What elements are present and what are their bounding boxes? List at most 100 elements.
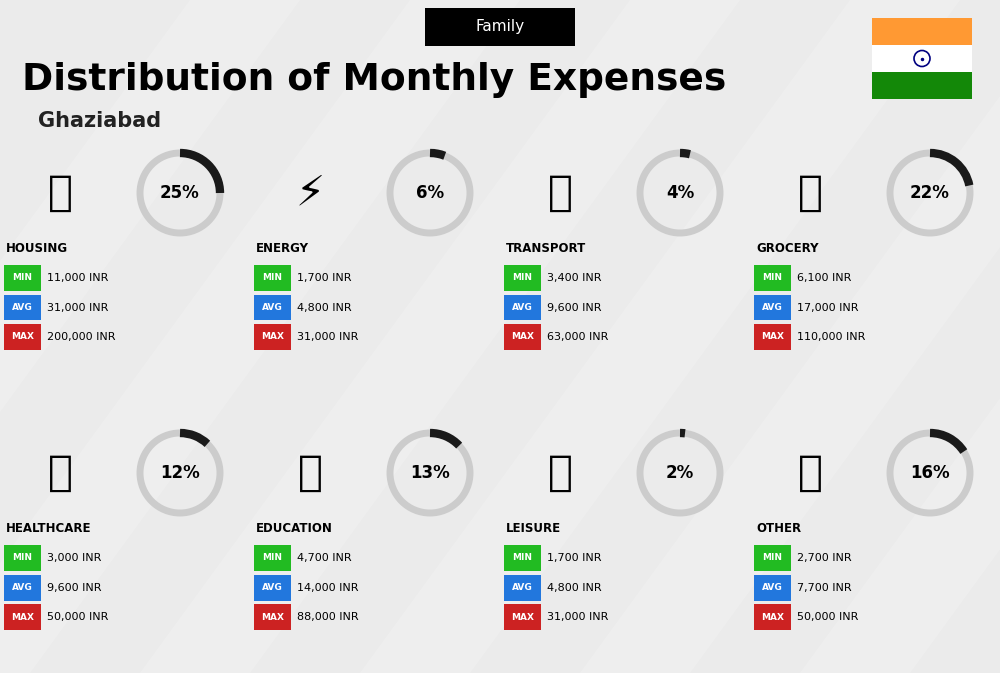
Text: 88,000 INR: 88,000 INR [297,612,359,622]
Text: MIN: MIN [262,553,283,563]
Text: MAX: MAX [511,332,534,341]
FancyBboxPatch shape [754,545,791,571]
Text: AVG: AVG [512,583,533,592]
Polygon shape [580,0,1000,673]
Text: 9,600 INR: 9,600 INR [47,583,102,592]
Text: 50,000 INR: 50,000 INR [797,612,858,622]
FancyBboxPatch shape [504,545,541,571]
FancyBboxPatch shape [504,575,541,600]
Text: 🛍: 🛍 [548,452,572,494]
Text: 2%: 2% [666,464,694,482]
Text: AVG: AVG [762,583,783,592]
Text: HEALTHCARE: HEALTHCARE [6,522,92,534]
Text: 🎓: 🎓 [298,452,322,494]
Text: 14,000 INR: 14,000 INR [297,583,358,592]
Text: 6,100 INR: 6,100 INR [797,273,851,283]
Text: 4,800 INR: 4,800 INR [297,302,352,312]
Text: MAX: MAX [11,332,34,341]
Text: 13%: 13% [410,464,450,482]
FancyBboxPatch shape [754,324,791,350]
Text: MAX: MAX [761,612,784,621]
FancyBboxPatch shape [754,295,791,320]
FancyBboxPatch shape [254,324,291,350]
Text: 31,000 INR: 31,000 INR [547,612,608,622]
FancyBboxPatch shape [254,545,291,571]
Polygon shape [140,0,740,673]
Text: AVG: AVG [262,303,283,312]
Text: 4,700 INR: 4,700 INR [297,553,352,563]
Text: TRANSPORT: TRANSPORT [506,242,586,254]
Text: MIN: MIN [12,273,32,283]
Text: MAX: MAX [511,612,534,621]
Text: AVG: AVG [12,303,33,312]
FancyBboxPatch shape [4,575,41,600]
FancyBboxPatch shape [425,8,575,46]
Text: 63,000 INR: 63,000 INR [547,332,608,342]
Text: AVG: AVG [512,303,533,312]
Text: EDUCATION: EDUCATION [256,522,333,534]
Text: 2,700 INR: 2,700 INR [797,553,852,563]
Text: 25%: 25% [160,184,200,202]
Text: 50,000 INR: 50,000 INR [47,612,108,622]
Text: 31,000 INR: 31,000 INR [47,302,108,312]
Text: 🚌: 🚌 [548,172,572,214]
Text: AVG: AVG [12,583,33,592]
Text: MAX: MAX [261,332,284,341]
Text: 4%: 4% [666,184,694,202]
Text: OTHER: OTHER [756,522,801,534]
Text: 🛒: 🛒 [798,172,822,214]
Text: 6%: 6% [416,184,444,202]
Text: 12%: 12% [160,464,200,482]
Text: 3,000 INR: 3,000 INR [47,553,101,563]
Text: MIN: MIN [763,273,782,283]
Text: 22%: 22% [910,184,950,202]
FancyBboxPatch shape [254,265,291,291]
Text: 16%: 16% [910,464,950,482]
Text: AVG: AVG [262,583,283,592]
FancyBboxPatch shape [254,604,291,630]
FancyBboxPatch shape [254,295,291,320]
FancyBboxPatch shape [4,265,41,291]
Text: MIN: MIN [512,553,532,563]
FancyBboxPatch shape [872,18,972,45]
FancyBboxPatch shape [504,295,541,320]
Text: 3,400 INR: 3,400 INR [547,273,602,283]
Text: 7,700 INR: 7,700 INR [797,583,852,592]
Text: 31,000 INR: 31,000 INR [297,332,358,342]
Text: 4,800 INR: 4,800 INR [547,583,602,592]
Text: 1,700 INR: 1,700 INR [547,553,602,563]
FancyBboxPatch shape [254,575,291,600]
FancyBboxPatch shape [754,575,791,600]
Text: Family: Family [475,20,525,34]
FancyBboxPatch shape [754,604,791,630]
Text: 1,700 INR: 1,700 INR [297,273,352,283]
Polygon shape [0,0,300,673]
Text: Ghaziabad: Ghaziabad [38,111,161,131]
Text: 🏢: 🏢 [48,172,72,214]
Text: MAX: MAX [11,612,34,621]
Text: 11,000 INR: 11,000 INR [47,273,108,283]
FancyBboxPatch shape [872,72,972,99]
Text: 💰: 💰 [798,452,822,494]
Text: Distribution of Monthly Expenses: Distribution of Monthly Expenses [22,62,726,98]
FancyBboxPatch shape [4,545,41,571]
FancyBboxPatch shape [504,324,541,350]
FancyBboxPatch shape [754,265,791,291]
Polygon shape [360,0,960,673]
Text: LEISURE: LEISURE [506,522,561,534]
Text: 110,000 INR: 110,000 INR [797,332,865,342]
Text: 9,600 INR: 9,600 INR [547,302,602,312]
Text: MIN: MIN [763,553,782,563]
Text: 17,000 INR: 17,000 INR [797,302,858,312]
Text: ENERGY: ENERGY [256,242,309,254]
Text: MAX: MAX [261,612,284,621]
Text: AVG: AVG [762,303,783,312]
Text: MIN: MIN [12,553,32,563]
Text: 💓: 💓 [48,452,72,494]
Text: 200,000 INR: 200,000 INR [47,332,116,342]
Text: HOUSING: HOUSING [6,242,68,254]
FancyBboxPatch shape [4,324,41,350]
FancyBboxPatch shape [4,604,41,630]
FancyBboxPatch shape [504,604,541,630]
FancyBboxPatch shape [504,265,541,291]
